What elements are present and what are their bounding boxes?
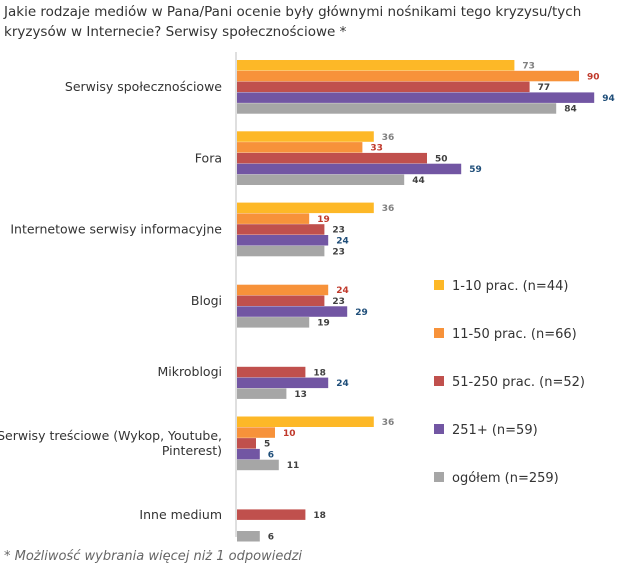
- legend-label: 251+ (n=59): [452, 423, 538, 438]
- legend-swatch: [434, 328, 444, 338]
- data-label: 24: [336, 286, 349, 296]
- bar: [237, 388, 286, 399]
- bar: [237, 60, 514, 71]
- legend-label: 1-10 prac. (n=44): [452, 279, 568, 294]
- legend-swatch: [434, 376, 444, 386]
- bar: [237, 82, 530, 93]
- bar: [237, 92, 594, 103]
- bar: [237, 71, 579, 82]
- data-label: 50: [435, 154, 448, 164]
- bar: [237, 203, 374, 214]
- data-label: 19: [317, 319, 330, 329]
- bar: [237, 306, 347, 317]
- bar: [237, 285, 328, 296]
- data-label: 84: [564, 105, 577, 115]
- data-label: 36: [382, 133, 395, 143]
- data-label: 94: [602, 94, 615, 104]
- data-label: 59: [469, 165, 482, 175]
- data-label: 36: [382, 418, 395, 428]
- data-label: 33: [370, 144, 383, 154]
- bar: [237, 103, 556, 114]
- bar: [237, 153, 427, 164]
- bar: [237, 509, 305, 520]
- bar: [237, 213, 309, 224]
- footnote: * Możliwość wybrania więcej niż 1 odpowi…: [4, 549, 302, 564]
- bar: [237, 164, 461, 175]
- bar: [237, 427, 275, 438]
- data-label: 13: [294, 390, 307, 400]
- data-label: 73: [522, 62, 535, 72]
- data-label: 44: [412, 176, 425, 186]
- legend-label: 51-250 prac. (n=52): [452, 375, 585, 390]
- bar: [237, 296, 324, 307]
- bar-chart: Serwisy społecznościowe7390779484Fora363…: [0, 0, 640, 575]
- data-label: 29: [355, 308, 368, 318]
- legend-label: 11-50 prac. (n=66): [452, 327, 577, 342]
- category-label: Pinterest): [162, 443, 222, 458]
- data-label: 23: [332, 226, 345, 236]
- category-label: Serwisy społecznościowe: [65, 79, 222, 94]
- bar: [237, 367, 305, 378]
- bar: [237, 378, 328, 389]
- bar: [237, 235, 328, 246]
- legend-swatch: [434, 472, 444, 482]
- data-label: 36: [382, 204, 395, 214]
- legend: 1-10 prac. (n=44) 11-50 prac. (n=66) 51-25…: [434, 279, 585, 486]
- bar: [237, 317, 309, 328]
- bar: [237, 449, 260, 460]
- bar: [237, 131, 374, 142]
- data-label: 23: [332, 247, 345, 257]
- bar: [237, 531, 260, 542]
- data-label: 10: [283, 429, 296, 439]
- bar: [237, 460, 279, 471]
- data-label: 77: [538, 83, 551, 93]
- bar: [237, 142, 362, 153]
- bar: [237, 175, 404, 186]
- category-label: Internetowe serwisy informacyjne: [10, 222, 222, 237]
- category-label: Fora: [195, 150, 222, 165]
- data-label: 23: [332, 297, 345, 307]
- legend-label: ogółem (n=259): [452, 471, 559, 486]
- data-label: 6: [268, 533, 274, 543]
- category-label: Serwisy treściowe (Wykop, Youtube,: [0, 428, 222, 443]
- bar: [237, 246, 324, 256]
- data-label: 24: [336, 237, 349, 247]
- bar: [237, 224, 324, 235]
- data-label: 18: [313, 368, 326, 378]
- category-label: Inne medium: [139, 507, 222, 522]
- data-label: 11: [287, 461, 300, 471]
- data-label: 5: [264, 440, 270, 450]
- legend-swatch: [434, 424, 444, 434]
- data-label: 24: [336, 379, 349, 389]
- legend-swatch: [434, 280, 444, 290]
- data-label: 90: [587, 72, 600, 82]
- category-label: Mikroblogi: [158, 364, 222, 379]
- data-label: 18: [313, 511, 326, 521]
- category-label: Blogi: [191, 293, 222, 308]
- data-label: 6: [268, 450, 274, 460]
- bar: [237, 417, 374, 428]
- data-label: 19: [317, 215, 330, 225]
- bar: [237, 438, 256, 449]
